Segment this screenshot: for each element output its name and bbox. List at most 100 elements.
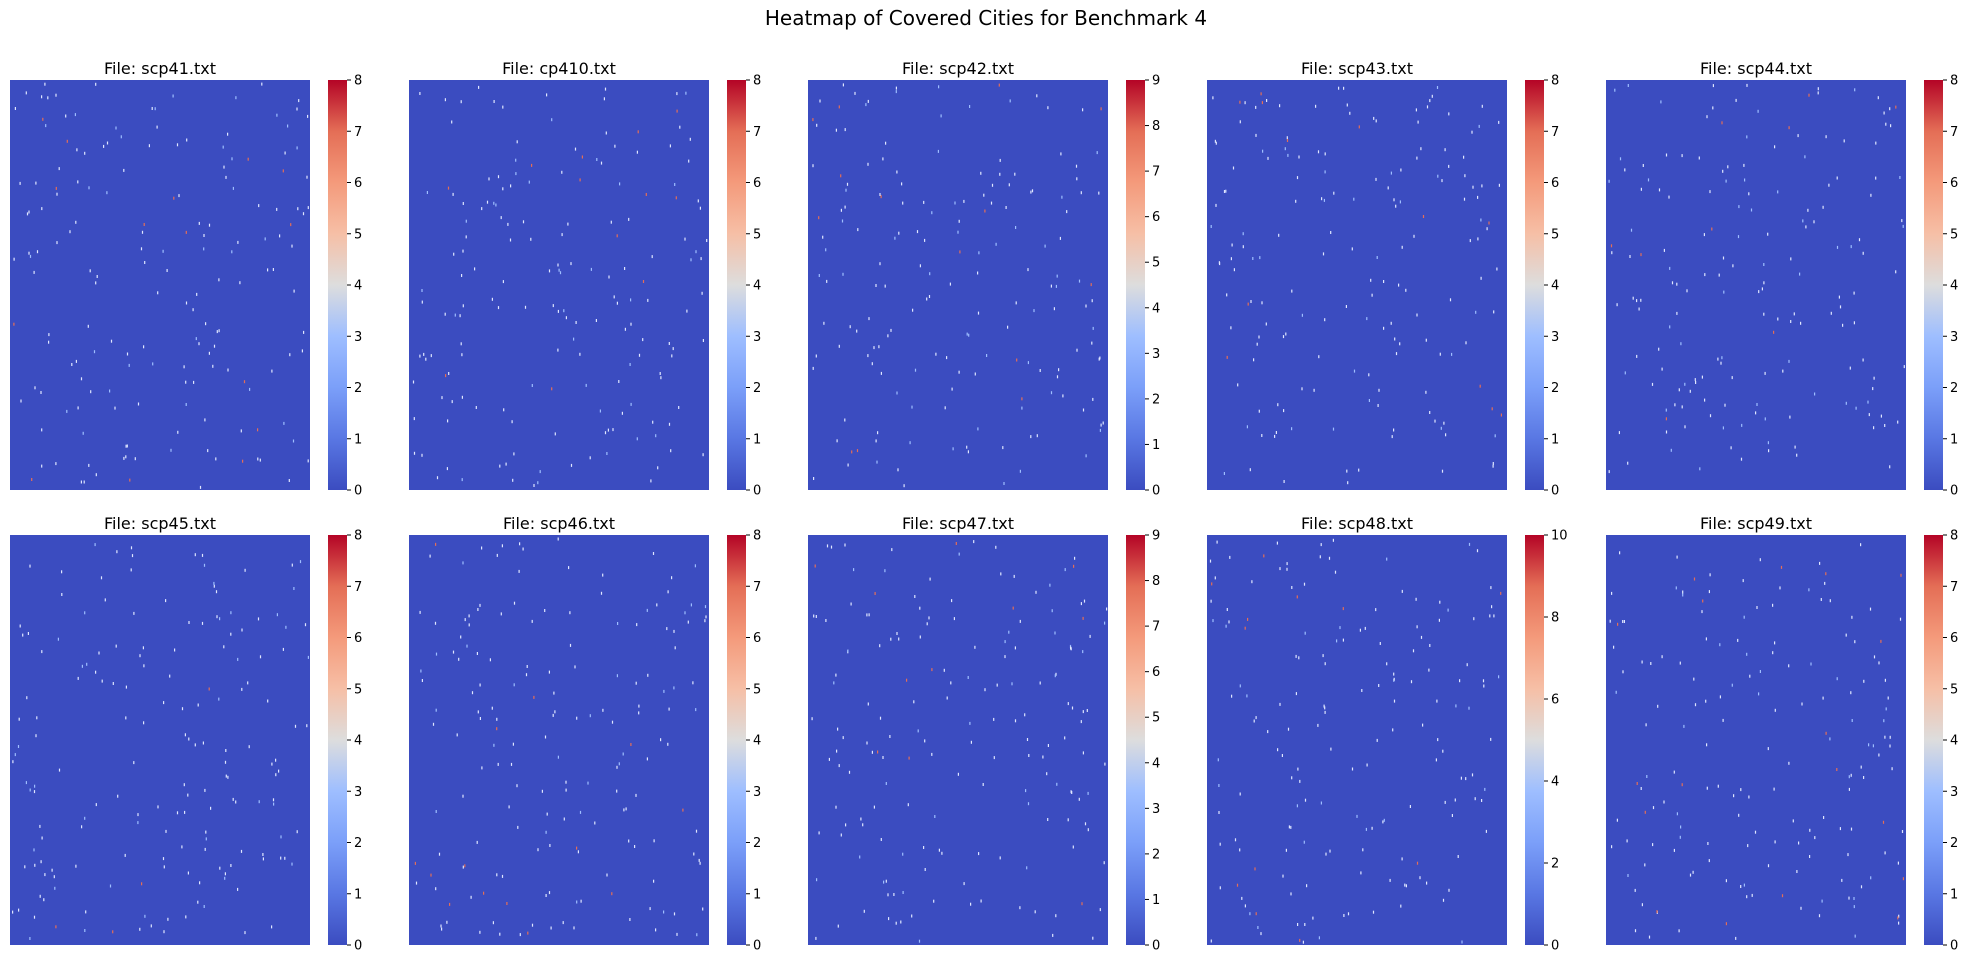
- heatmap-cell: [1479, 384, 1481, 388]
- heatmap-cell: [896, 170, 898, 174]
- heatmap-cell: [676, 932, 678, 936]
- heatmap-cell: [655, 928, 657, 932]
- colorbar-tick-label: 10: [1551, 529, 1568, 544]
- heatmap-cell: [208, 351, 210, 355]
- heatmap-cell: [657, 466, 659, 470]
- heatmap-cell: [213, 584, 215, 588]
- heatmap-cell: [130, 546, 133, 550]
- heatmap-cell: [616, 674, 618, 678]
- heatmap-cell: [172, 94, 174, 98]
- heatmap-cell: [242, 459, 244, 463]
- heatmap-cell: [646, 757, 648, 761]
- heatmap-cell: [1442, 749, 1444, 753]
- heatmap-cell: [818, 216, 820, 220]
- heatmap-cell: [167, 917, 169, 921]
- heatmap-cell: [27, 632, 29, 635]
- heatmap-cell: [505, 462, 507, 466]
- heatmap-cell: [1843, 139, 1845, 143]
- heatmap-cell: [1255, 133, 1257, 137]
- heatmap-cell: [1732, 264, 1734, 268]
- panel-title: File: scp48.txt: [1301, 514, 1413, 533]
- heatmap-cell: [134, 457, 136, 461]
- heatmap-cell: [1099, 356, 1101, 360]
- heatmap-cell: [1455, 704, 1457, 708]
- heatmap-cell: [143, 664, 145, 668]
- heatmap-cell: [157, 291, 159, 295]
- heatmap-cell: [1436, 86, 1439, 89]
- heatmap-cell: [1839, 827, 1841, 831]
- heatmap-cell: [299, 560, 302, 564]
- heatmap-cell: [840, 174, 842, 178]
- heatmap-cell: [1901, 830, 1904, 833]
- heatmap-cell: [1733, 794, 1735, 798]
- heatmap-cell: [1744, 178, 1746, 182]
- heatmap-cell: [488, 177, 490, 181]
- heatmap-cell: [1884, 735, 1886, 739]
- heatmap-cell: [1225, 189, 1227, 193]
- heatmap-cell: [1641, 903, 1643, 907]
- heatmap-cell: [911, 405, 913, 409]
- heatmap-cell: [1296, 804, 1298, 808]
- heatmap-cell: [1303, 582, 1306, 586]
- heatmap-cell: [966, 332, 968, 336]
- heatmap-cell: [275, 773, 277, 777]
- heatmap-cell: [1223, 190, 1226, 193]
- heatmap-cell: [65, 114, 67, 118]
- heatmap-cell: [1889, 735, 1891, 739]
- heatmap-cell: [924, 238, 926, 242]
- heatmap-cell: [1636, 354, 1638, 358]
- heatmap-cell: [426, 191, 428, 194]
- heatmap-cell: [1858, 238, 1861, 242]
- heatmap-cell: [513, 683, 515, 687]
- heatmap-cell: [887, 893, 889, 897]
- heatmap-cell: [271, 762, 273, 766]
- heatmap-cell: [458, 657, 460, 661]
- heatmap-cell: [448, 372, 450, 375]
- heatmap-cell: [1393, 699, 1396, 703]
- heatmap-area: [409, 80, 709, 490]
- heatmap-cell: [1404, 883, 1406, 887]
- heatmap-cell: [100, 576, 103, 580]
- heatmap-cell: [630, 298, 632, 302]
- heatmap-cell: [452, 192, 454, 196]
- heatmap-cell: [259, 458, 261, 462]
- heatmap-cell: [1853, 291, 1855, 295]
- heatmap-cell: [652, 552, 655, 555]
- heatmap-cell: [1867, 400, 1869, 404]
- heatmap-cell: [866, 741, 868, 745]
- heatmap-cell: [573, 337, 575, 341]
- heatmap-cell: [1417, 120, 1419, 124]
- heatmap-cell: [156, 125, 158, 129]
- heatmap-cell: [1491, 605, 1493, 609]
- heatmap-cell: [1054, 631, 1056, 635]
- heatmap-cell: [835, 805, 837, 809]
- heatmap-cell: [1475, 310, 1477, 314]
- heatmap-cell: [1336, 639, 1338, 643]
- colorbar: [1126, 535, 1145, 945]
- heatmap-cell: [835, 673, 837, 677]
- heatmap-cell: [1250, 300, 1252, 303]
- heatmap-cell: [1897, 420, 1899, 424]
- heatmap-cell: [1642, 164, 1644, 167]
- heatmap-cell: [1400, 168, 1402, 172]
- heatmap-cell: [1046, 772, 1048, 776]
- heatmap-cell: [983, 193, 985, 197]
- heatmap-cell: [570, 463, 573, 467]
- colorbar-tick-label: 0: [753, 939, 761, 954]
- colorbar-tick-label: 0: [354, 484, 362, 499]
- heatmap-cell: [879, 644, 881, 648]
- heatmap-cell: [130, 568, 132, 572]
- heatmap-cell: [157, 805, 159, 809]
- heatmap-cell: [1231, 243, 1233, 247]
- heatmap-cell: [1735, 98, 1737, 102]
- heatmap-cell: [1290, 892, 1292, 896]
- heatmap-cell: [1366, 317, 1368, 321]
- heatmap-cell: [933, 899, 935, 903]
- heatmap-cell: [1709, 414, 1712, 418]
- heatmap-cell: [1078, 279, 1081, 283]
- heatmap-cell: [980, 171, 982, 175]
- heatmap-cell: [1324, 170, 1326, 174]
- heatmap-cell: [137, 813, 139, 817]
- heatmap-cell: [818, 274, 820, 277]
- heatmap-cell: [826, 544, 829, 548]
